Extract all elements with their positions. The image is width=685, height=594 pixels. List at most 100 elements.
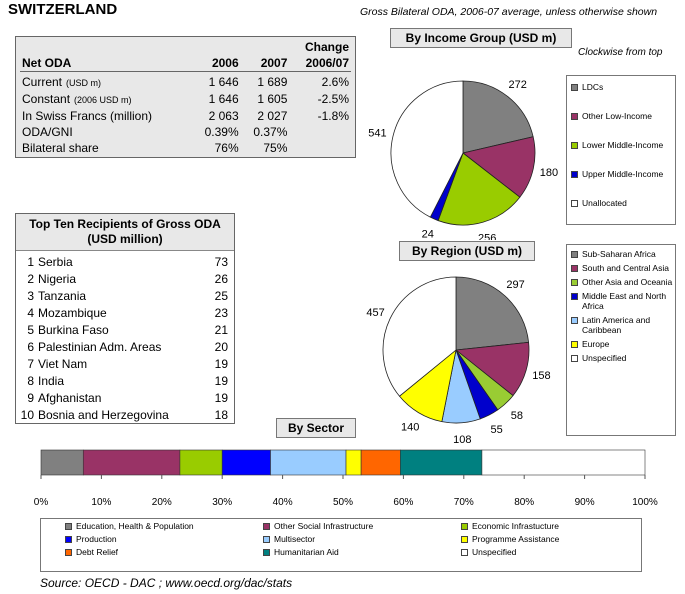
sector-bar-segment (179, 449, 223, 476)
recipient-row: 2 Nigeria 26 (16, 271, 234, 288)
legend-item: Production (65, 534, 263, 544)
sector-bar-segment (360, 449, 401, 476)
net-oda-v2006: 2 063 (208, 108, 239, 123)
net-oda-v2007: 0.37% (253, 124, 288, 139)
x-tick-label: 20% (152, 497, 172, 508)
pie-data-label: 457 (366, 307, 384, 319)
income-legend: LDCs Other Low-Income Lower Middle-Income U… (566, 75, 676, 225)
x-tick-label: 0% (34, 497, 49, 508)
recipient-name: Serbia (38, 255, 73, 269)
net-oda-row: In Swiss Francs (million) 2 063 2 027 -1.8% (20, 108, 351, 124)
legend-item: Humanitarian Aid (263, 547, 461, 557)
legend-item: Unallocated (571, 198, 675, 208)
clockwise-note: Clockwise from top (578, 47, 663, 58)
net-oda-row-unit: (USD m) (66, 77, 102, 88)
legend-item: South and Central Asia (571, 263, 675, 273)
recipient-value: 25 (214, 289, 228, 303)
recipient-rank: 8 (27, 374, 34, 388)
recipient-name: Nigeria (38, 272, 77, 286)
net-oda-change: -2.5% (317, 92, 349, 106)
recipient-rank: 4 (27, 306, 34, 320)
legend-swatch (571, 251, 578, 258)
legend-label: Unspecified (472, 547, 517, 557)
recipient-value: 19 (214, 374, 228, 388)
recipient-value: 21 (214, 323, 228, 337)
legend-label: Latin America and Caribbean (582, 315, 651, 335)
legend-item: Unspecified (461, 547, 659, 557)
legend-item: Middle East and North Africa (571, 291, 675, 311)
pie-data-label: 140 (401, 421, 419, 433)
sector-bar-segment (82, 449, 181, 476)
net-oda-row: ODA/GNI 0.39% 0.37% (20, 124, 351, 140)
x-tick-label: 80% (514, 497, 534, 508)
pie-slice (382, 276, 457, 397)
net-oda-row-label: Constant (22, 91, 71, 106)
legend-label: Unspecified (582, 353, 627, 363)
x-tick-label: 40% (273, 497, 293, 508)
net-oda-v2006: 76% (214, 140, 239, 155)
legend-swatch (571, 171, 578, 178)
legend-swatch (571, 293, 578, 300)
legend-label: Lower Middle-Income (582, 140, 664, 150)
recipient-name: Afghanistan (38, 391, 102, 405)
net-oda-change: 2.6% (321, 75, 349, 89)
legend-item: Unspecified (571, 353, 675, 363)
legend-swatch (65, 536, 72, 543)
recipient-row: 10 Bosnia and Herzegovina 18 (16, 407, 234, 424)
legend-item: LDCs (571, 82, 675, 92)
recipient-rank: 9 (27, 391, 34, 405)
recipient-value: 23 (214, 306, 228, 320)
recipient-row: 7 Viet Nam 19 (16, 356, 234, 373)
sector-bar-chart: 0% 10% 20% 30% 40% 50% 60% 70% 80% 90% 100% (34, 449, 658, 508)
legend-swatch (571, 113, 578, 120)
legend-swatch (65, 523, 72, 530)
recipient-rank: 2 (27, 272, 34, 286)
recipient-value: 26 (214, 272, 228, 286)
net-oda-v2007: 1 689 (257, 75, 288, 89)
net-oda-change (289, 140, 351, 156)
legend-item: Other Social Infrastructure (263, 521, 461, 531)
net-oda-v2007: 1 605 (257, 92, 288, 106)
x-tick-label: 70% (454, 497, 474, 508)
legend-label: South and Central Asia (582, 263, 669, 273)
change-header-line2: 2006/07 (305, 56, 349, 70)
region-pie-chart: 297 158 58 55 108 140 457 (366, 276, 551, 445)
pie-data-label: 158 (532, 370, 550, 382)
sector-bar-segment (40, 449, 84, 476)
source-note: Source: OECD - DAC ; www.oecd.org/dac/st… (40, 576, 293, 590)
chart-subtitle: Gross Bilateral ODA, 2006-07 average, un… (360, 6, 658, 18)
col-2007: 2007 (260, 56, 288, 70)
net-oda-row-label: In Swiss Francs (million) (22, 108, 153, 123)
recipient-rank: 1 (27, 255, 34, 269)
net-oda-v2006: 1 646 (208, 92, 239, 106)
x-tick-label: 30% (212, 497, 232, 508)
x-tick-label: 100% (632, 497, 658, 508)
legend-swatch (571, 265, 578, 272)
region-pie-title: By Region (USD m) (399, 241, 535, 261)
recipient-rank: 6 (27, 340, 34, 354)
sector-chart-title: By Sector (276, 418, 356, 438)
top-ten-title: Top Ten Recipients of Gross ODA (USD mil… (16, 214, 234, 251)
recipient-row: 5 Burkina Faso 21 (16, 322, 234, 339)
net-oda-title: Net ODA (22, 56, 72, 70)
legend-item: Europe (571, 339, 675, 349)
net-oda-row: Current (USD m) 1 646 1 689 2.6% (20, 74, 351, 91)
legend-label: Other Low-Income (582, 111, 652, 121)
legend-label: Upper Middle-Income (582, 169, 664, 179)
legend-item: Economic Infrastucture (461, 521, 659, 531)
pie-slice (455, 276, 530, 351)
pie-slice (462, 136, 536, 198)
legend-label: Debt Relief (76, 547, 119, 557)
legend-item: Sub-Saharan Africa (571, 249, 675, 259)
legend-label: Education, Health & Population (76, 521, 194, 531)
legend-label: LDCs (582, 82, 604, 92)
legend-swatch (65, 549, 72, 556)
legend-item: Latin America and Caribbean (571, 315, 675, 335)
recipient-name: Tanzania (38, 289, 87, 303)
legend-swatch (571, 84, 578, 91)
legend-item: Debt Relief (65, 547, 263, 557)
recipient-name: Bosnia and Herzegovina (38, 408, 169, 422)
x-tick-label: 50% (333, 497, 353, 508)
legend-item: Lower Middle-Income (571, 140, 675, 150)
pie-data-label: 55 (490, 424, 502, 436)
